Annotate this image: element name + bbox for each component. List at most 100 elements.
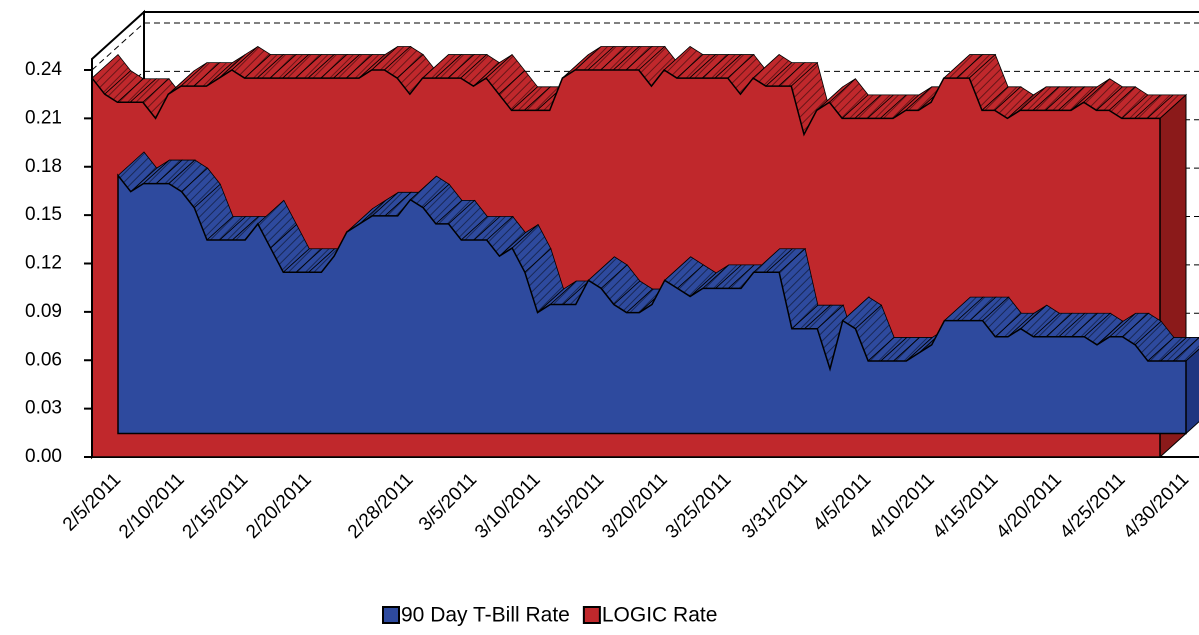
x-tick-label: 4/30/2011 bbox=[1119, 469, 1193, 543]
area-top-hatch bbox=[626, 46, 665, 70]
legend-label: LOGIC Rate bbox=[602, 604, 718, 627]
x-tick-label: 2/20/2011 bbox=[242, 469, 316, 543]
y-tick-label: 0.06 bbox=[25, 349, 62, 370]
plot-area bbox=[91, 45, 1199, 459]
area-top-hatch bbox=[575, 46, 614, 70]
area-top-hatch bbox=[435, 200, 475, 224]
area-top-hatch bbox=[995, 313, 1034, 337]
area-top-hatch bbox=[600, 46, 640, 70]
area-top-hatch bbox=[1096, 86, 1136, 111]
area-top-hatch bbox=[867, 94, 907, 119]
area-top-hatch bbox=[537, 281, 577, 313]
area-top-hatch bbox=[791, 305, 831, 329]
x-tick-label: 3/31/2011 bbox=[738, 469, 812, 543]
area-top-hatch bbox=[765, 62, 805, 87]
area-top-hatch bbox=[194, 184, 233, 240]
area-top-hatch bbox=[702, 54, 741, 79]
legend-label: 90 Day T-Bill Rate bbox=[401, 604, 570, 627]
area-top-hatch bbox=[320, 54, 360, 79]
area-top-hatch bbox=[994, 86, 1034, 119]
area-top-hatch bbox=[1135, 321, 1174, 361]
area-top-hatch bbox=[117, 78, 157, 103]
area-top-hatch bbox=[282, 54, 322, 79]
area-top-hatch bbox=[677, 264, 717, 297]
area-top-hatch bbox=[448, 200, 488, 240]
area-top-hatch bbox=[142, 78, 182, 119]
area-top-hatch bbox=[168, 62, 207, 95]
area-top-hatch bbox=[943, 54, 983, 79]
x-tick-label: 4/20/2011 bbox=[992, 469, 1066, 543]
area-top-hatch bbox=[1071, 78, 1110, 111]
area-top-hatch bbox=[181, 168, 221, 208]
area-top-hatch bbox=[1084, 313, 1123, 345]
area-top-hatch bbox=[664, 256, 704, 289]
area-top-hatch bbox=[1109, 313, 1149, 337]
area-top-hatch bbox=[206, 54, 246, 87]
x-tick-label: 3/25/2011 bbox=[662, 469, 736, 543]
y-tick-label: 0.18 bbox=[25, 156, 62, 177]
area-top-hatch bbox=[944, 297, 984, 321]
area-top-hatch bbox=[1058, 86, 1097, 111]
area-top-hatch bbox=[893, 86, 932, 119]
area-top-hatch bbox=[461, 216, 500, 240]
x-tick-label: 3/20/2011 bbox=[598, 469, 672, 543]
area-top-hatch bbox=[308, 54, 347, 79]
area-top-hatch bbox=[359, 46, 398, 79]
area-top-hatch bbox=[1020, 305, 1060, 337]
x-tick-label: 2/28/2011 bbox=[344, 469, 418, 543]
area-top-hatch bbox=[587, 46, 627, 70]
area-top-hatch bbox=[842, 94, 881, 119]
area-top-hatch bbox=[1032, 86, 1072, 111]
x-tick-label: 4/5/2011 bbox=[809, 469, 875, 535]
area-top-hatch bbox=[702, 264, 742, 289]
area-top-hatch bbox=[982, 86, 1021, 111]
area-top-hatch bbox=[143, 160, 183, 184]
legend-swatch bbox=[582, 606, 601, 624]
area-top-hatch bbox=[371, 46, 411, 70]
x-tick-label: 2/10/2011 bbox=[115, 469, 189, 543]
area-top-hatch bbox=[448, 54, 487, 79]
area-top-hatch bbox=[473, 54, 513, 87]
area-top-hatch bbox=[854, 94, 894, 119]
area-top-hatch bbox=[829, 78, 869, 119]
area-top-hatch bbox=[779, 248, 818, 329]
area-top-hatch bbox=[486, 216, 526, 257]
area-top-hatch bbox=[130, 78, 169, 103]
area-top-hatch bbox=[842, 297, 882, 329]
area-top-hatch bbox=[1173, 337, 1199, 361]
y-tick-label: 0.24 bbox=[25, 59, 62, 80]
area-top-hatch bbox=[130, 160, 170, 192]
area-top-hatch bbox=[219, 216, 259, 240]
area-top-hatch bbox=[156, 160, 195, 184]
x-tick-label: 3/10/2011 bbox=[471, 469, 545, 543]
area-top-hatch bbox=[435, 54, 474, 79]
area-top-hatch bbox=[562, 46, 602, 79]
area-top-hatch bbox=[270, 54, 309, 79]
area-top-hatch bbox=[168, 160, 208, 192]
area-top-hatch bbox=[372, 192, 411, 216]
area-top-hatch bbox=[92, 54, 131, 95]
area-top-hatch bbox=[512, 224, 551, 273]
area-top-hatch bbox=[550, 281, 589, 305]
area-top-hatch bbox=[816, 78, 856, 111]
area-top-hatch bbox=[524, 248, 564, 313]
area-top-hatch bbox=[766, 248, 806, 273]
area-top-hatch bbox=[181, 62, 220, 87]
area-top-hatch bbox=[880, 337, 920, 361]
area-top-hatch bbox=[1109, 86, 1148, 119]
area-top-hatch bbox=[905, 86, 945, 111]
area-top-hatch bbox=[219, 46, 258, 79]
area-top-hatch bbox=[1008, 305, 1047, 337]
x-tick-label: 3/15/2011 bbox=[535, 469, 609, 543]
area-top-hatch bbox=[868, 337, 907, 361]
area-top-hatch bbox=[1020, 86, 1059, 111]
area-top-hatch bbox=[257, 200, 297, 249]
area-top-hatch bbox=[626, 289, 666, 313]
y-tick-label: 0.09 bbox=[25, 301, 62, 322]
area-top-hatch bbox=[957, 297, 996, 321]
area-top-hatch bbox=[676, 54, 716, 79]
area-top-hatch bbox=[690, 264, 729, 297]
y-tick-label: 0.00 bbox=[25, 446, 62, 467]
area-top-hatch bbox=[804, 305, 844, 329]
